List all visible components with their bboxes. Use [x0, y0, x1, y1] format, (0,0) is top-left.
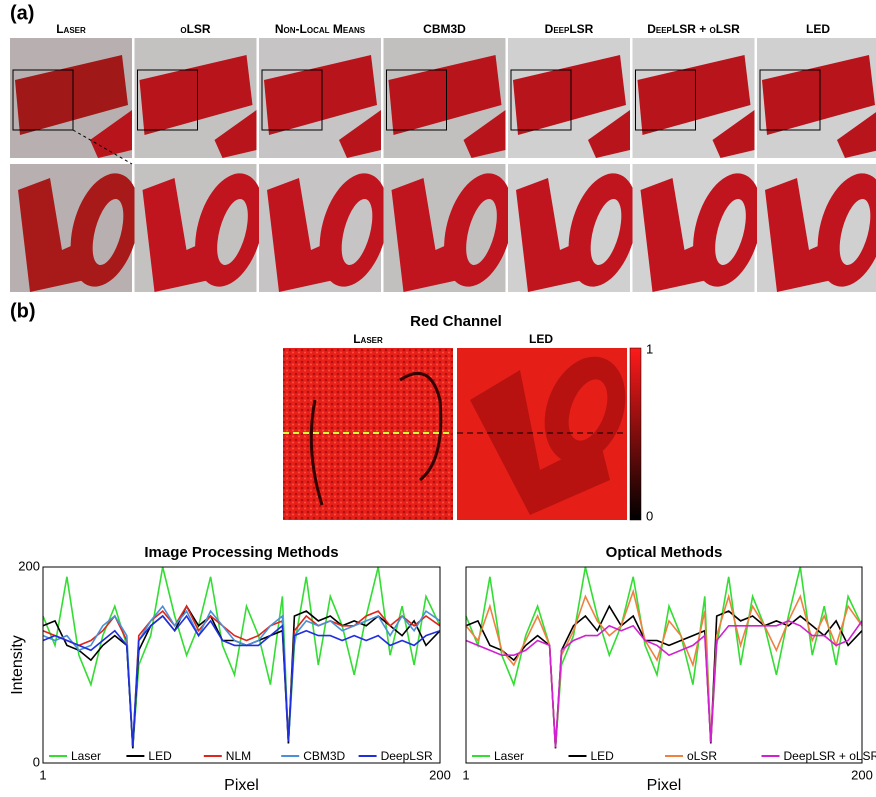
legend-label: DeepLSR + oLSR	[784, 749, 876, 763]
method-title: DeepLSR	[545, 22, 594, 36]
legend-label: Laser	[71, 749, 101, 763]
method-title: LED	[806, 22, 830, 36]
chart-title: Optical Methods	[606, 544, 723, 561]
y-tick-label: 0	[33, 754, 40, 769]
method-title: DeepLSR + oLSR	[647, 22, 740, 36]
colorbar	[630, 348, 641, 520]
panel-label: (a)	[10, 2, 34, 24]
colorbar-tick: 1	[646, 341, 653, 356]
method-title: oLSR	[180, 22, 211, 36]
series-line	[466, 592, 862, 748]
method-title: Non-Local Means	[275, 22, 366, 36]
method-title: CBM3D	[423, 22, 466, 36]
red-channel-title: Red Channel	[410, 313, 502, 330]
legend-label: Laser	[494, 749, 524, 763]
plot-frame	[466, 567, 862, 763]
x-axis-label: Pixel	[647, 777, 682, 794]
legend-label: DeepLSR	[381, 749, 433, 763]
heatmap-label: LED	[529, 332, 553, 346]
heatmap-label: Laser	[353, 332, 383, 346]
x-tick-label: 1	[39, 767, 46, 782]
panel-label: (b)	[10, 300, 36, 322]
series-line	[43, 567, 440, 748]
chart-title: Image Processing Methods	[144, 544, 338, 561]
series-line	[43, 606, 440, 746]
legend-label: CBM3D	[303, 749, 345, 763]
plot-frame	[43, 567, 440, 763]
x-axis-label: Pixel	[224, 777, 259, 794]
legend-label: oLSR	[687, 749, 717, 763]
x-tick-label: 1	[462, 767, 469, 782]
figure: (a) (b) Red Channel Laser LED 1 0 Laser o…	[0, 0, 876, 797]
legend-label: LED	[148, 749, 172, 763]
method-title: Laser	[56, 22, 86, 36]
y-axis-label: Intensity	[9, 635, 26, 695]
x-tick-label: 200	[429, 767, 451, 782]
x-tick-label: 200	[851, 767, 873, 782]
colorbar-tick: 0	[646, 508, 653, 523]
y-tick-label: 200	[18, 558, 40, 573]
legend-label: NLM	[226, 749, 251, 763]
series-line	[466, 567, 862, 748]
legend-label: LED	[591, 749, 615, 763]
